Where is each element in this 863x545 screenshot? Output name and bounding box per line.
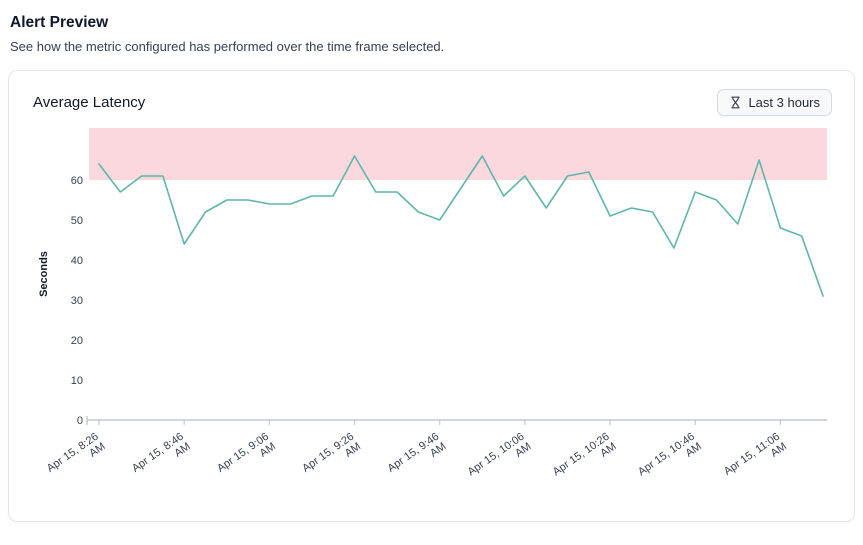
svg-text:Apr 15, 11:06AM: Apr 15, 11:06AM <box>722 431 789 488</box>
svg-text:Apr 15, 9:06AM: Apr 15, 9:06AM <box>215 431 278 485</box>
page-subtitle: See how the metric configured has perfor… <box>10 39 445 54</box>
svg-text:50: 50 <box>71 215 83 227</box>
latency-chart: 0 10 20 30 40 50 60 Seconds Apr 15, 8:26AM Apr 15… <box>31 124 832 507</box>
svg-text:Apr 15, 10:06AM: Apr 15, 10:06AM <box>466 431 534 489</box>
time-range-label: Last 3 hours <box>748 95 820 110</box>
svg-text:Apr 15, 8:46AM: Apr 15, 8:46AM <box>130 431 193 485</box>
svg-text:Apr 15, 8:26AM: Apr 15, 8:26AM <box>45 431 108 485</box>
svg-text:60: 60 <box>71 175 83 187</box>
svg-text:40: 40 <box>71 255 83 267</box>
svg-text:Seconds: Seconds <box>38 251 50 297</box>
svg-text:0: 0 <box>77 415 83 427</box>
svg-text:Apr 15, 10:46AM: Apr 15, 10:46AM <box>636 431 704 489</box>
hourglass-icon <box>729 96 742 109</box>
time-range-button[interactable]: Last 3 hours <box>717 89 832 116</box>
latency-chart-svg: 0 10 20 30 40 50 60 Seconds Apr 15, 8:26AM Apr 15… <box>38 128 827 489</box>
alert-preview-card: Average Latency Last 3 hours 0 10 20 30 40 50… <box>8 70 855 522</box>
svg-text:Apr 15, 10:26AM: Apr 15, 10:26AM <box>551 431 619 489</box>
svg-text:10: 10 <box>71 375 83 387</box>
svg-text:30: 30 <box>71 295 83 307</box>
card-header: Average Latency Last 3 hours <box>31 89 832 116</box>
chart-title: Average Latency <box>33 94 146 111</box>
svg-text:Apr 15, 9:46AM: Apr 15, 9:46AM <box>385 431 448 485</box>
svg-text:20: 20 <box>71 335 83 347</box>
svg-text:Apr 15, 9:26AM: Apr 15, 9:26AM <box>300 431 363 485</box>
page-title: Alert Preview <box>10 14 109 31</box>
